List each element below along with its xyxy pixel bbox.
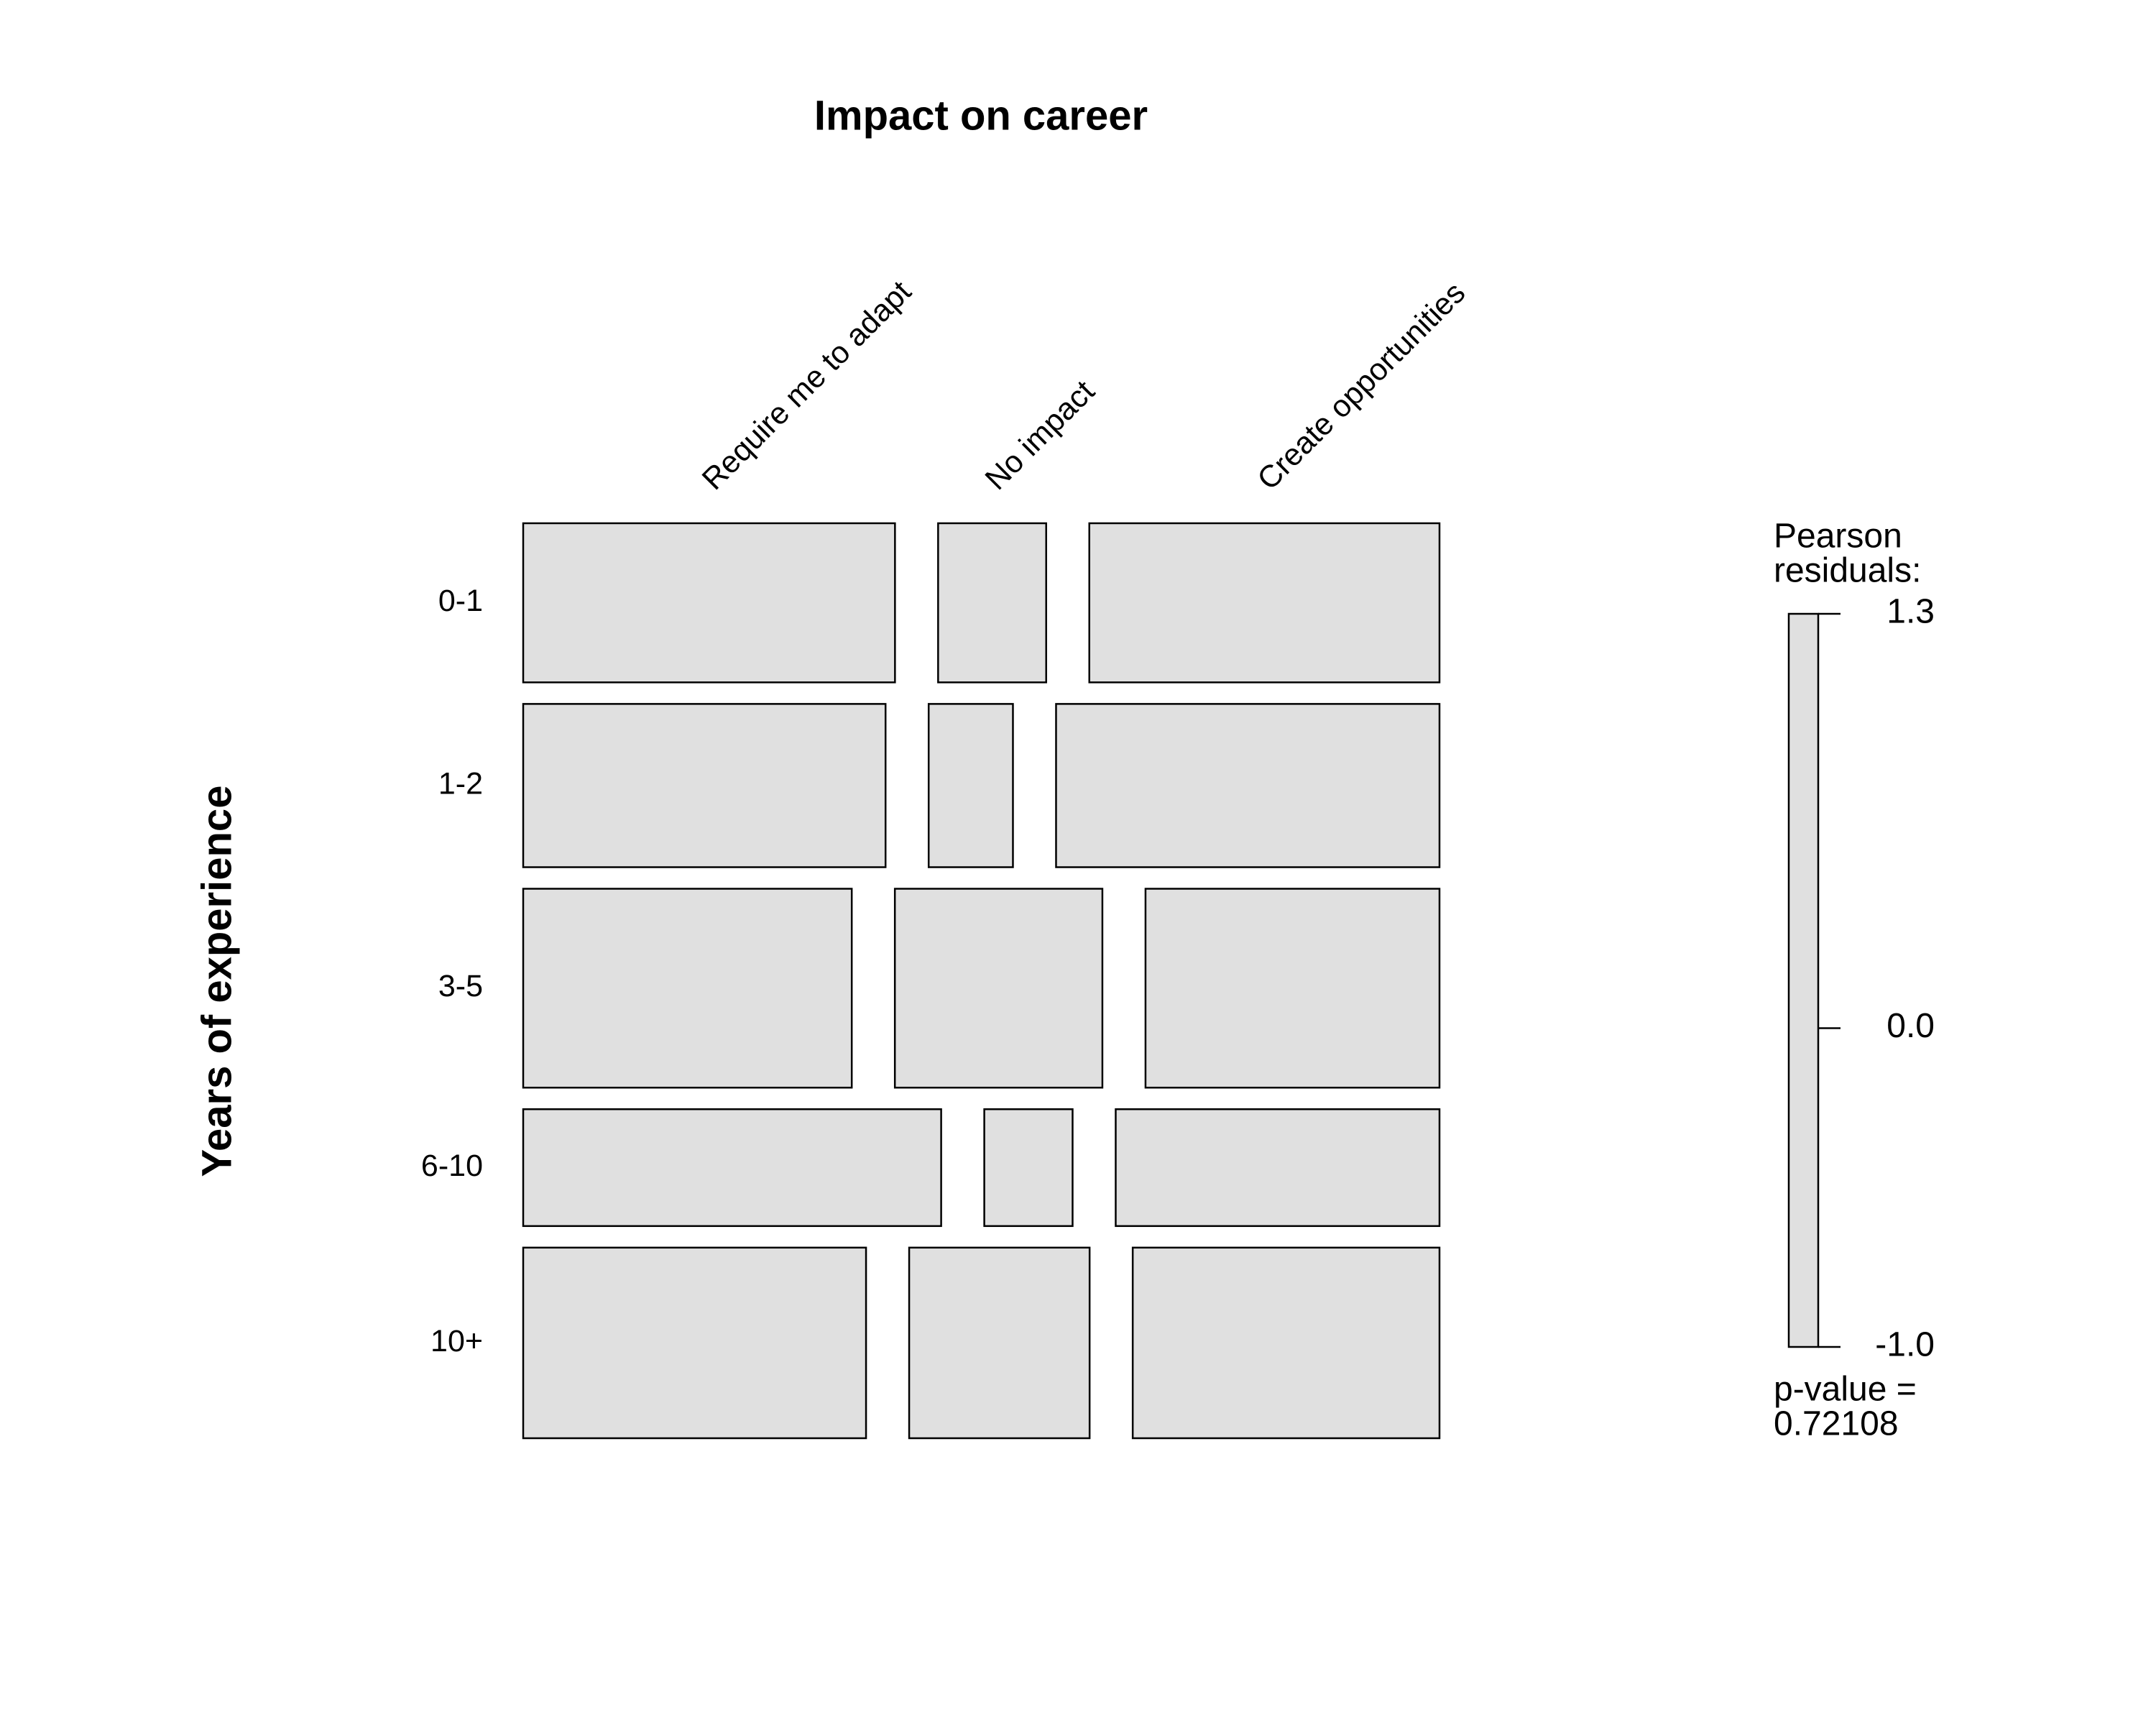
legend-tick-label: 0.0 — [1886, 1007, 1935, 1045]
mosaic-tile — [908, 1246, 1091, 1440]
mosaic-tile — [1144, 888, 1441, 1089]
row-label: 1-2 — [438, 766, 483, 801]
legend-title: residuals: — [1774, 552, 1921, 590]
mosaic-tile — [1115, 1108, 1441, 1228]
mosaic-tile — [983, 1108, 1074, 1228]
p-value: 0.72108 — [1774, 1405, 1899, 1443]
legend-title: Pearson — [1774, 518, 1902, 556]
row-label: 10+ — [430, 1324, 483, 1358]
mosaic-tile — [522, 1246, 867, 1440]
chart-title: Impact on career — [814, 92, 1148, 139]
legend-tick-label: 1.3 — [1886, 593, 1935, 631]
mosaic-tile — [1088, 522, 1441, 684]
row-label: 3-5 — [438, 969, 483, 1003]
mosaic-tile — [522, 522, 896, 684]
mosaic-tile — [522, 888, 853, 1089]
mosaic-tile — [522, 1108, 942, 1228]
mosaic-tile — [937, 522, 1047, 684]
legend-tick-label: -1.0 — [1875, 1326, 1935, 1364]
mosaic-tile — [1055, 703, 1441, 868]
mosaic-tile — [522, 703, 887, 868]
y-axis-label: Years of experience — [193, 786, 240, 1177]
mosaic-tile — [1131, 1246, 1441, 1440]
mosaic-tile — [893, 888, 1104, 1089]
row-label: 6-10 — [421, 1149, 483, 1183]
p-value-label: p-value = — [1774, 1371, 1917, 1409]
legend-bar — [1787, 612, 1820, 1348]
row-label: 0-1 — [438, 584, 483, 618]
mosaic-tile — [927, 703, 1014, 868]
